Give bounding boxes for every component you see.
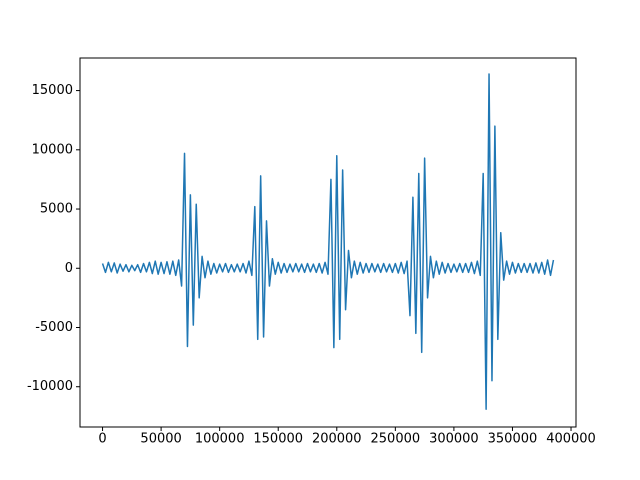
- waveform-line: [101, 73, 555, 410]
- y-tick-label: 5000: [40, 202, 73, 217]
- x-tick-label: 400000: [546, 432, 596, 447]
- x-tick-label: 0: [98, 432, 106, 447]
- x-tick-label: 200000: [312, 432, 362, 447]
- y-tick-label: 15000: [32, 83, 73, 98]
- x-tick-label: 50000: [140, 432, 181, 447]
- plot-frame: [79, 57, 577, 428]
- y-tick-label: 10000: [32, 142, 73, 157]
- x-tick-label: 150000: [253, 432, 303, 447]
- y-tick-label: -5000: [35, 320, 73, 335]
- x-tick-label: 350000: [488, 432, 538, 447]
- y-tick-label: 0: [65, 261, 73, 276]
- y-tick-label: -10000: [27, 379, 73, 394]
- x-tick-label: 250000: [371, 432, 421, 447]
- x-tick-label: 100000: [195, 432, 245, 447]
- x-tick-label: 300000: [429, 432, 479, 447]
